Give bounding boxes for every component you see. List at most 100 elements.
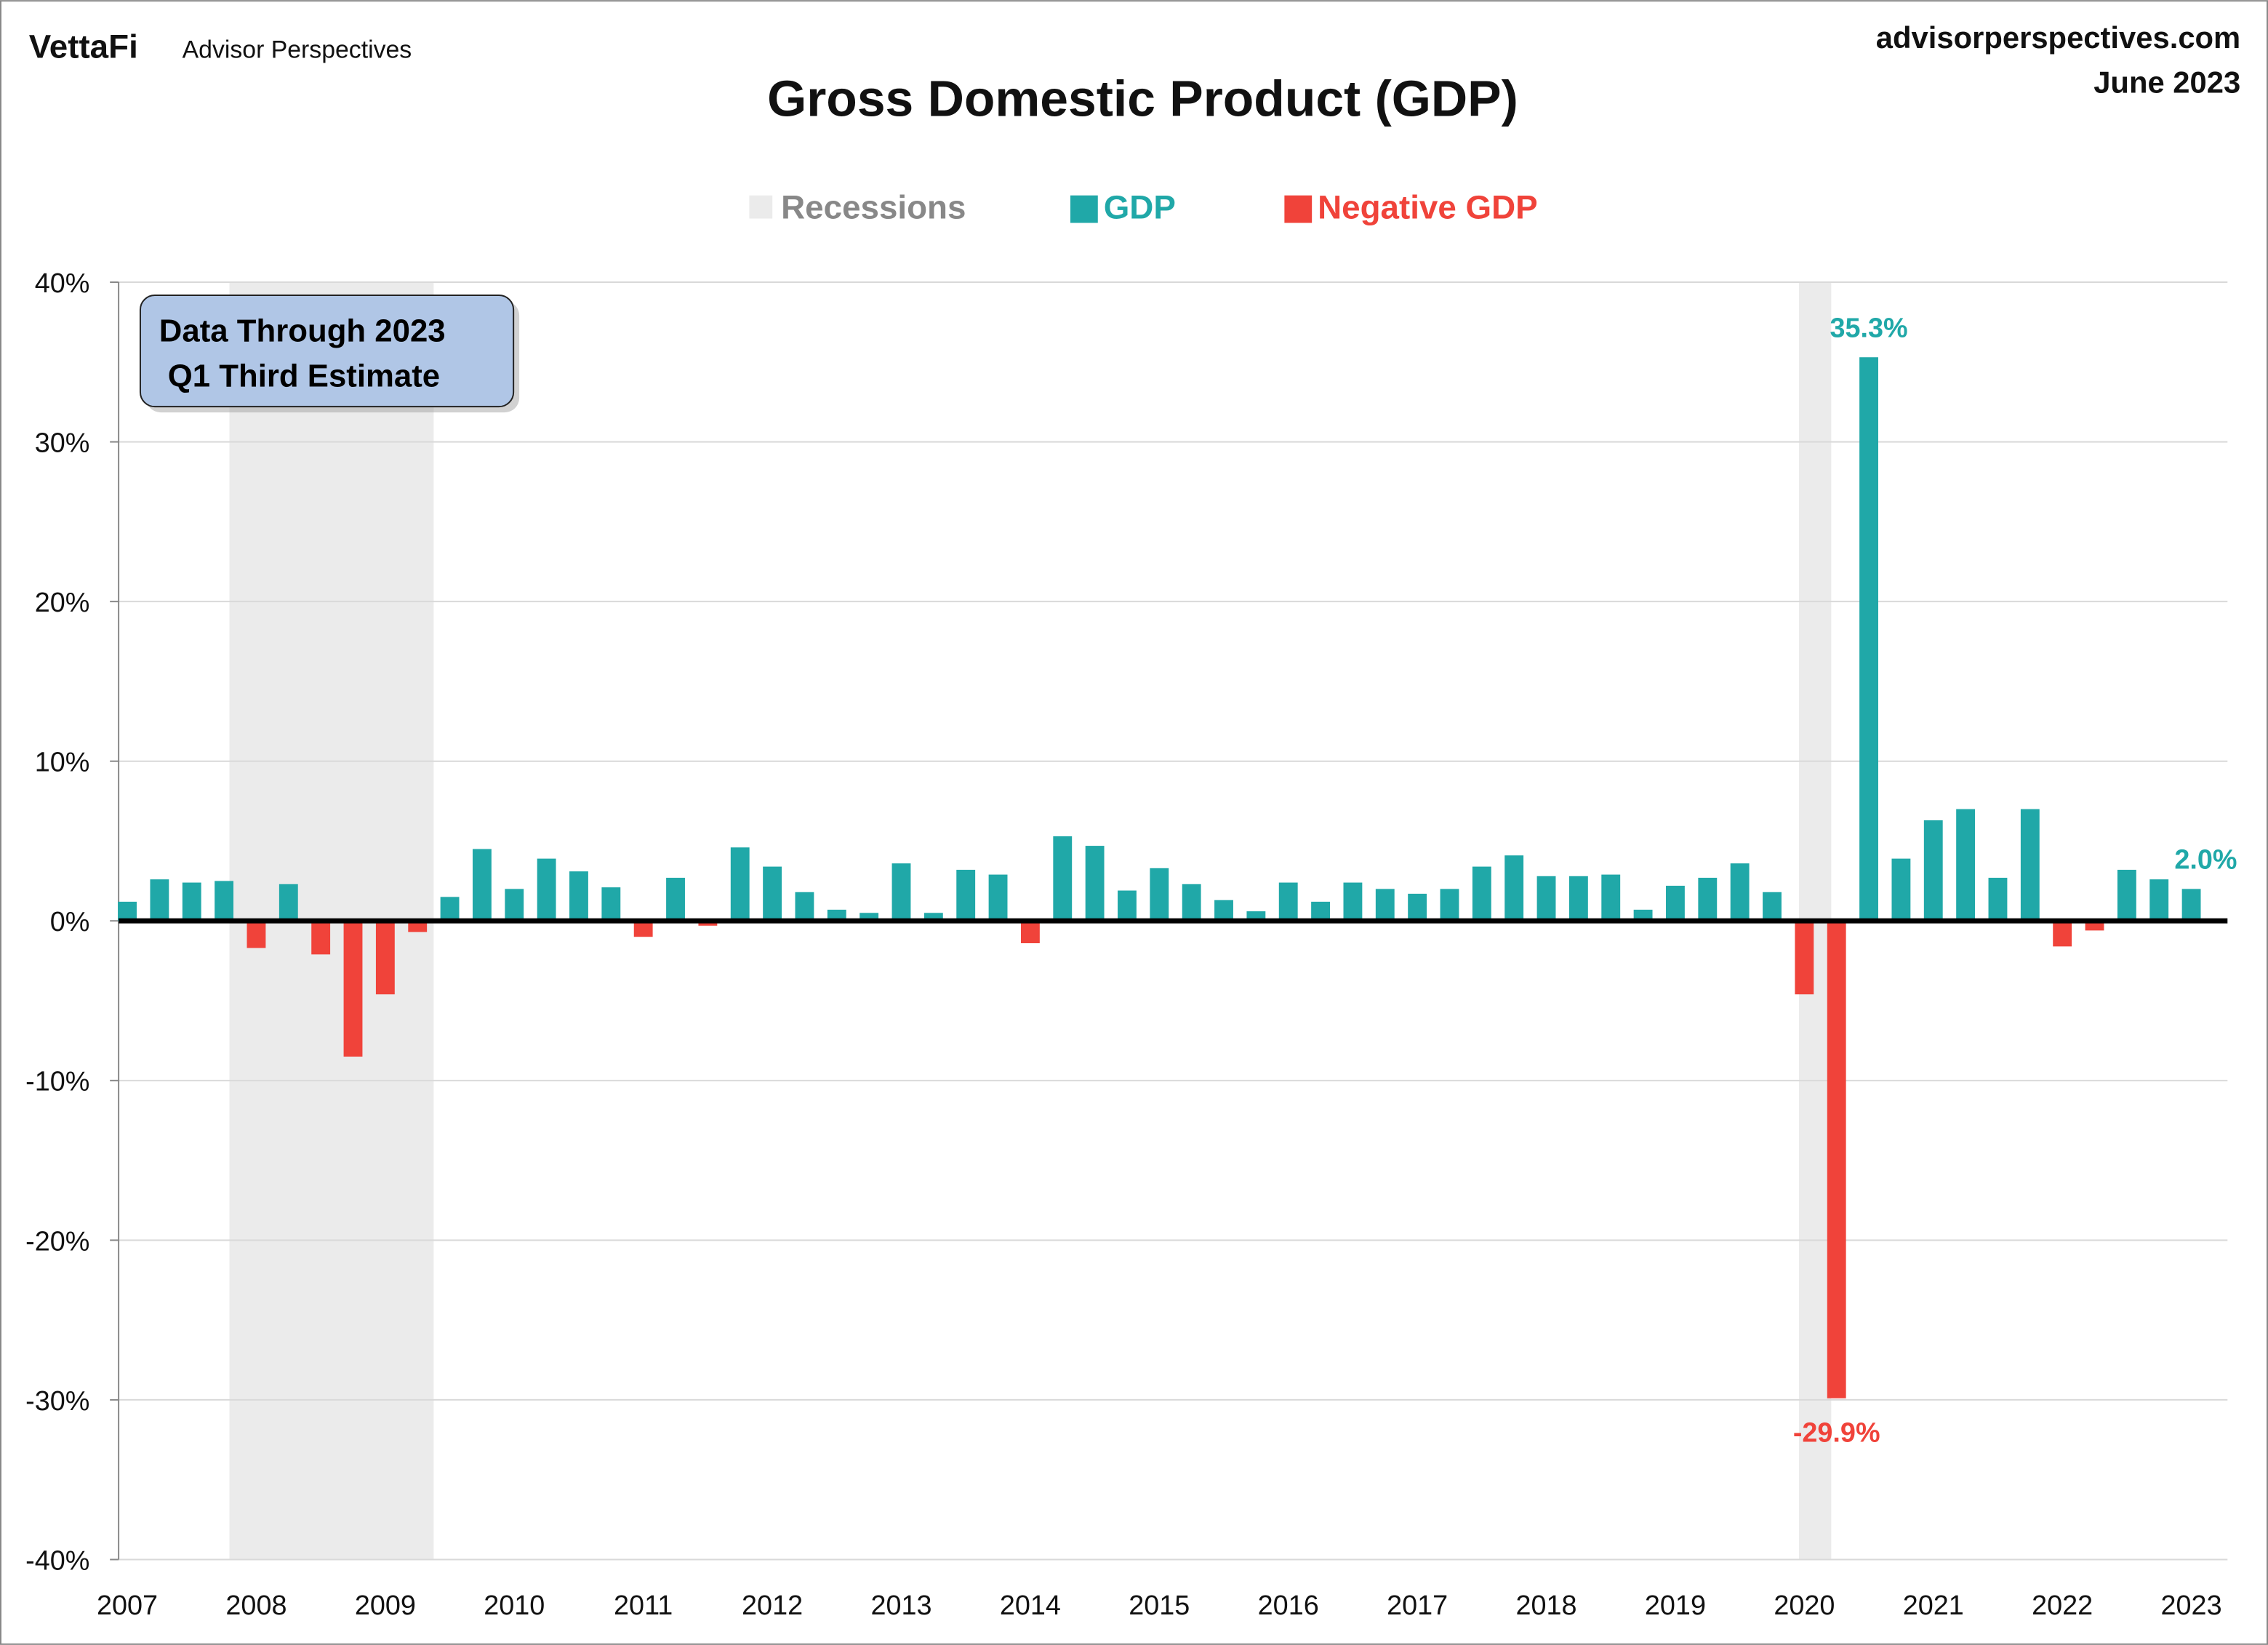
- bar-negative-gdp: [311, 921, 331, 955]
- legend-gdp: GDP: [1104, 189, 1176, 226]
- bar-gdp: [1440, 889, 1459, 921]
- x-tick-label: 2020: [1774, 1590, 1835, 1621]
- x-tick-label: 2019: [1645, 1590, 1706, 1621]
- logo: VettaFi Advisor Perspectives: [29, 28, 412, 65]
- y-tick-label: -20%: [25, 1226, 89, 1257]
- bar-gdp: [1859, 357, 1878, 921]
- bar-gdp: [1278, 882, 1298, 921]
- bar-gdp: [1214, 900, 1233, 921]
- chart-title: Gross Domestic Product (GDP): [767, 70, 1518, 127]
- logo-vettafi: VettaFi: [29, 28, 138, 65]
- bar-gdp: [1666, 885, 1685, 921]
- legend-swatch-gdp: [1070, 195, 1098, 223]
- bar-gdp: [1343, 882, 1363, 921]
- bar-gdp: [2181, 889, 2201, 921]
- bar-gdp: [988, 874, 1008, 921]
- bar-gdp: [827, 909, 846, 921]
- legend-negative-gdp: Negative GDP: [1318, 189, 1538, 226]
- bars: [118, 357, 2228, 1398]
- data-labels: 35.3% -29.9% 2.0%: [1793, 313, 2237, 1448]
- bar-gdp: [1633, 909, 1653, 921]
- y-tick-label: 40%: [35, 268, 90, 299]
- x-tick-label: 2012: [742, 1590, 803, 1621]
- bar-negative-gdp: [375, 921, 395, 995]
- x-tick-label: 2008: [225, 1590, 286, 1621]
- bar-gdp: [795, 892, 814, 921]
- bar-gdp: [118, 901, 137, 921]
- bar-negative-gdp: [633, 921, 653, 937]
- bar-gdp: [1891, 858, 1911, 921]
- y-tick-label: -40%: [25, 1545, 89, 1576]
- bar-negative-gdp: [408, 921, 428, 932]
- x-tick-label: 2017: [1387, 1590, 1448, 1621]
- y-tick-label: 20%: [35, 588, 90, 618]
- bar-negative-gdp: [1827, 921, 1846, 1398]
- legend: Recessions GDP Negative GDP: [749, 189, 1538, 226]
- brand-name: Advisor Perspectives: [183, 36, 412, 64]
- y-axis-ticks: 40% 30% 20% 10% 0% -10% -20% -30% -40%: [25, 268, 89, 1576]
- annotation-box: Data Through 2023 Q1 Third Estimate: [139, 294, 520, 413]
- bar-gdp: [1956, 809, 1976, 921]
- bar-gdp: [891, 863, 911, 921]
- legend-swatch-recessions: [749, 195, 773, 219]
- bar-negative-gdp: [1020, 921, 1040, 944]
- bar-gdp: [537, 858, 556, 921]
- bar-gdp: [1504, 855, 1524, 921]
- bar-gdp: [279, 884, 298, 921]
- x-tick-label: 2021: [1903, 1590, 1964, 1621]
- bar-gdp: [569, 871, 588, 921]
- bar-gdp: [601, 887, 621, 921]
- bar-gdp: [1988, 877, 2008, 921]
- annotation-line-1: Data Through 2023: [159, 313, 446, 349]
- bar-gdp: [956, 870, 976, 921]
- bar-gdp: [1053, 836, 1073, 921]
- data-label: -29.9%: [1793, 1417, 1880, 1448]
- bar-gdp: [182, 882, 201, 921]
- annotation-line-2: Q1 Third Estimate: [168, 358, 440, 393]
- bar-gdp: [2117, 870, 2136, 921]
- bar-gdp: [1375, 889, 1395, 921]
- x-tick-label: 2023: [2161, 1590, 2222, 1621]
- legend-recessions: Recessions: [781, 189, 966, 226]
- bar-gdp: [666, 877, 685, 921]
- bar-gdp: [1536, 876, 1556, 921]
- bar-gdp: [730, 847, 750, 921]
- bar-gdp: [215, 881, 234, 921]
- bar-gdp: [150, 879, 169, 921]
- report-date: June 2023: [2093, 65, 2240, 99]
- bar-gdp: [1408, 893, 1427, 921]
- bar-negative-gdp: [247, 921, 266, 948]
- x-tick-label: 2016: [1258, 1590, 1319, 1621]
- bar-gdp: [923, 913, 943, 921]
- bar-gdp: [472, 849, 492, 921]
- x-tick-label: 2013: [870, 1590, 931, 1621]
- data-label: 35.3%: [1830, 313, 1907, 343]
- site-url: advisorperspectives.com: [1876, 20, 2240, 55]
- bar-gdp: [1698, 877, 1718, 921]
- x-tick-label: 2022: [2032, 1590, 2093, 1621]
- bar-gdp: [1118, 890, 1137, 921]
- bar-gdp: [763, 866, 782, 921]
- x-tick-label: 2014: [1000, 1590, 1061, 1621]
- y-tick-label: -30%: [25, 1386, 89, 1417]
- x-tick-label: 2011: [614, 1590, 673, 1621]
- x-tick-label: 2010: [484, 1590, 545, 1621]
- bar-gdp: [1763, 892, 1782, 921]
- bar-gdp: [859, 913, 879, 921]
- bar-gdp: [1568, 876, 1588, 921]
- bar-gdp: [1601, 874, 1621, 921]
- bar-gdp: [2149, 879, 2169, 921]
- bar-gdp: [440, 897, 460, 921]
- data-label: 2.0%: [2174, 845, 2237, 876]
- x-tick-label: 2018: [1516, 1590, 1577, 1621]
- y-tick-label: 30%: [35, 428, 90, 459]
- bar-negative-gdp: [1795, 921, 1814, 995]
- x-axis-ticks: 2007 2008 2009 2010 2011 2012 2013 2014 2015 2016…: [97, 1590, 2222, 1621]
- bar-gdp: [1730, 863, 1750, 921]
- bar-gdp: [1311, 901, 1330, 921]
- x-tick-label: 2015: [1129, 1590, 1190, 1621]
- bar-gdp: [1182, 884, 1201, 921]
- bar-negative-gdp: [2053, 921, 2072, 947]
- legend-swatch-negative: [1284, 195, 1313, 223]
